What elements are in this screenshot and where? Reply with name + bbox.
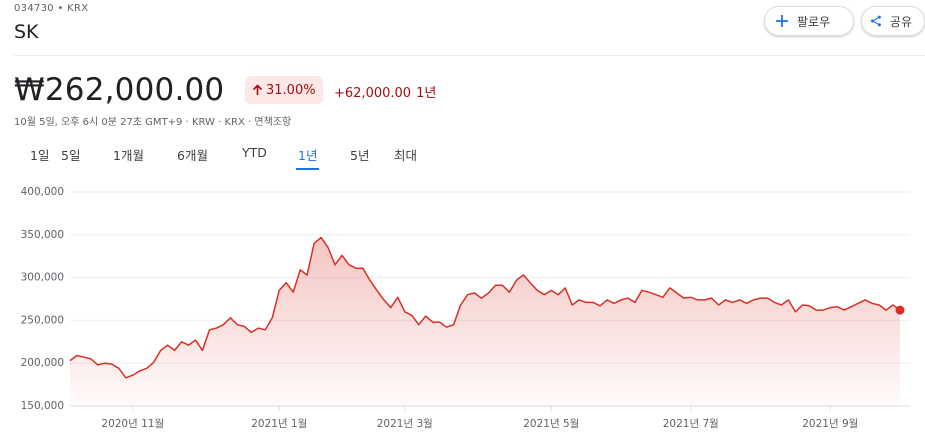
stock-name: SK	[14, 21, 39, 43]
change-percent: 31.00%	[266, 82, 316, 98]
range-tab[interactable]: 1일	[30, 148, 50, 163]
range-tab[interactable]: 6개월	[177, 148, 208, 163]
price-line	[69, 236, 901, 379]
x-tick-label: 2021년 1월	[251, 418, 307, 430]
plus-icon	[776, 15, 788, 27]
share-label: 공유	[889, 14, 912, 29]
chart: 150,000 200,000 250,000 300,000 350,000 400,0…	[21, 186, 910, 430]
y-tick-label: 250,000	[21, 314, 64, 326]
y-tick-label: 200,000	[21, 357, 64, 369]
x-tick-label: 2021년 5월	[523, 418, 579, 430]
range-tab[interactable]: 5년	[350, 148, 370, 163]
share-button[interactable]: 공유	[861, 6, 925, 36]
change-value: +62,000.00	[334, 86, 412, 101]
x-tick-label: 2020년 11월	[101, 418, 164, 430]
area	[70, 237, 900, 406]
x-tick-label: 2021년 7월	[663, 418, 719, 430]
change: +62,000.00 1년	[334, 82, 441, 101]
up-arrow	[252, 84, 263, 95]
price: ₩262,000.00	[14, 72, 225, 108]
y-tick-label: 300,000	[21, 272, 64, 284]
y-tick-label: 350,000	[21, 229, 64, 241]
range-tab[interactable]: 1년	[295, 145, 320, 170]
x-tick-label: 2021년 3월	[377, 418, 433, 430]
ticker: 034730 • KRX	[14, 3, 89, 14]
last-point	[895, 305, 905, 315]
range-tab[interactable]: YTD	[242, 145, 267, 160]
x-tick-label: 2021년 9월	[802, 418, 858, 430]
divider	[14, 55, 925, 56]
change-badge: 31.00%	[245, 76, 323, 104]
range-tab[interactable]: 최대	[394, 148, 418, 163]
share-icon	[871, 15, 881, 27]
quote-meta: 10월 5일, 오후 6시 0분 27초 GMT+9 · KRW · KRX ·…	[14, 117, 292, 128]
follow-button[interactable]: 팔로우	[764, 6, 854, 36]
follow-label: 팔로우	[797, 14, 831, 29]
range-tab[interactable]: 5일	[61, 148, 81, 163]
y-tick-label: 150,000	[21, 400, 64, 412]
y-tick-label: 400,000	[21, 186, 64, 198]
change-period: 1년	[416, 86, 437, 101]
range-tab[interactable]: 1개월	[113, 148, 144, 163]
